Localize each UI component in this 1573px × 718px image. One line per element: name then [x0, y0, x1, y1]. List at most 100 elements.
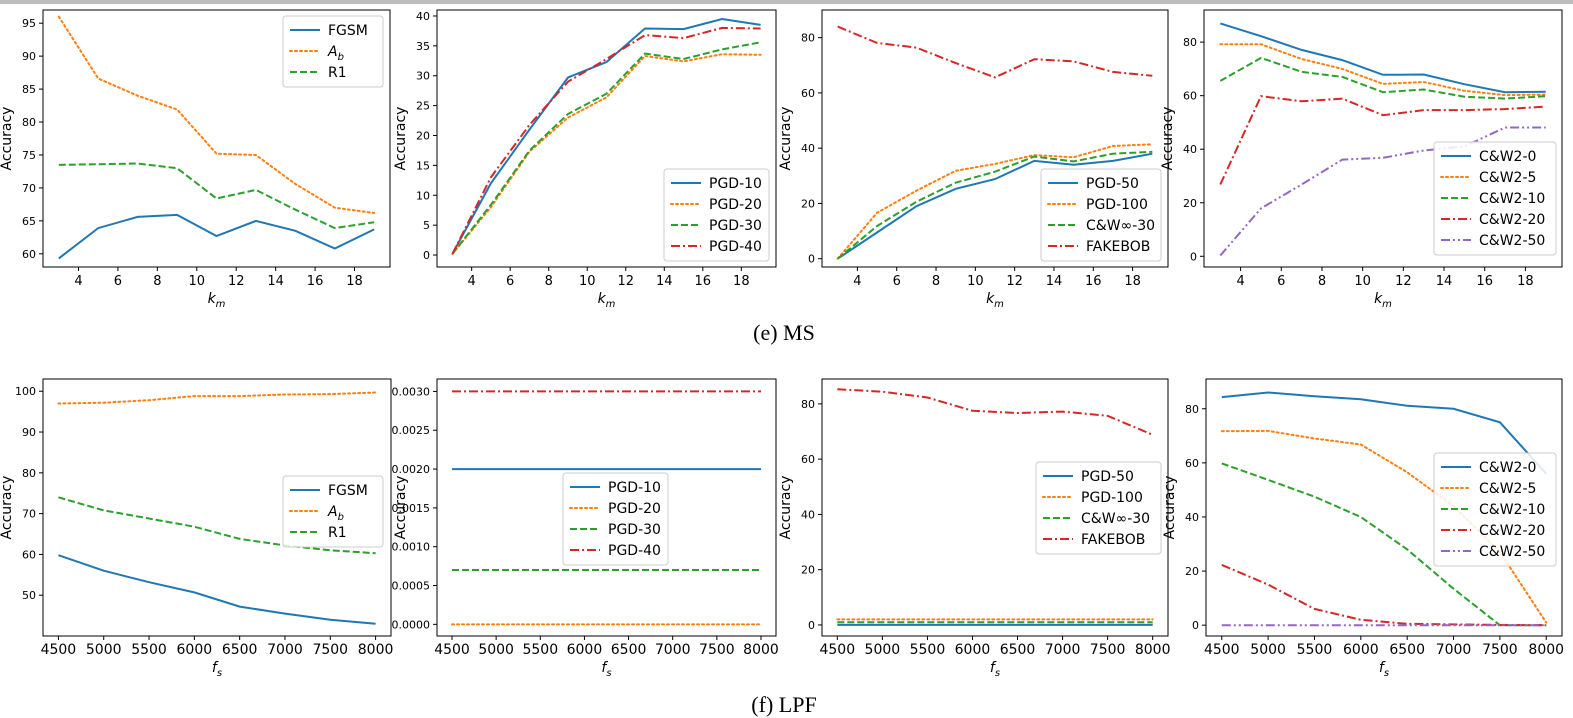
y-tick-label: 0.0010 [392, 541, 431, 554]
x-tick-label: 12 [1395, 274, 1412, 289]
x-tick-label: 16 [307, 274, 324, 289]
y-tick-label: 40 [801, 508, 815, 521]
x-tick-label: 8 [545, 274, 553, 289]
y-axis-label: Accuracy [1162, 476, 1178, 540]
y-axis-label: Accuracy [778, 476, 794, 540]
series-line-4-1 [1220, 22, 1546, 94]
legend-label: R1 [328, 65, 347, 81]
x-axis-label: km [1374, 291, 1392, 310]
legend-label: C&W∞-30 [1081, 511, 1150, 527]
series-line-1-2 [57, 15, 376, 214]
x-tick-label: 5500 [910, 642, 946, 658]
y-tick-label: 95 [22, 17, 36, 30]
legend-label: FGSM [328, 23, 368, 39]
y-tick-label: 75 [22, 149, 36, 162]
legend-label: PGD-40 [608, 543, 661, 559]
y-tick-label: 60 [22, 548, 36, 561]
y-tick-label: 0.0025 [392, 424, 431, 437]
y-axis-label: Accuracy [0, 476, 15, 540]
y-tick-label: 0 [423, 249, 430, 262]
y-tick-label: 100 [15, 385, 36, 398]
x-tick-label: 8000 [1135, 642, 1171, 658]
y-tick-label: 20 [416, 130, 430, 143]
x-tick-label: 10 [967, 274, 984, 289]
x-tick-label: 14 [656, 274, 673, 289]
x-tick-label: 7000 [1045, 642, 1081, 658]
series-line-4-3 [1219, 56, 1546, 100]
series-line-4-4 [1219, 95, 1546, 185]
y-tick-label: 0 [808, 253, 815, 266]
series-line-8-3 [1221, 462, 1547, 627]
y-tick-label: 60 [1185, 457, 1199, 470]
series-line-2-3 [451, 41, 761, 255]
chart-panel-3: 4 6 8 10 12 14 16 18 0 20 40 60 80 km Accuracy PGD-50 PG… [778, 9, 1169, 310]
series-line-5-1 [58, 554, 376, 625]
x-tick-label: 14 [1046, 274, 1063, 289]
x-tick-label: 5000 [865, 642, 901, 658]
legend-label: FGSM [328, 483, 368, 499]
x-tick-label: 7500 [699, 642, 735, 658]
y-tick-label: 90 [22, 50, 36, 63]
legend-label: C&W2-50 [1479, 233, 1545, 249]
legend-box [1035, 461, 1162, 555]
x-axis-label: fs [601, 660, 611, 679]
x-tick-label: 6000 [567, 642, 603, 658]
x-tick-label: 4500 [41, 642, 77, 658]
y-tick-label: 0.0005 [392, 580, 431, 593]
y-tick-label: 60 [801, 453, 815, 466]
x-tick-label: 6500 [1389, 642, 1425, 658]
y-tick-label: 65 [22, 215, 36, 228]
x-tick-label: 4 [468, 274, 476, 289]
series-line-2-4 [451, 26, 761, 255]
y-tick-label: 30 [416, 70, 430, 83]
y-tick-label: 60 [1183, 90, 1197, 103]
y-axis-label: Accuracy [393, 476, 409, 540]
x-tick-label: 18 [1517, 274, 1534, 289]
x-tick-label: 5000 [86, 642, 122, 658]
chart-panel-2: 4 6 8 10 12 14 16 18 0 5 10 15 20 25 30 35 40 km Accuracy P… [393, 9, 777, 310]
legend-label: R1 [328, 525, 347, 541]
legend-label: PGD-10 [608, 480, 661, 496]
series-line-4-5 [1219, 126, 1546, 257]
y-tick-label: 0 [1192, 619, 1199, 632]
y-tick-label: 20 [801, 564, 815, 577]
x-tick-label: 8 [153, 274, 161, 289]
y-tick-label: 35 [416, 40, 430, 53]
y-tick-label: 40 [1183, 143, 1197, 156]
y-tick-label: 85 [22, 83, 36, 96]
caption-lpf: (f) LPF [751, 692, 817, 717]
x-axis-label: km [208, 291, 226, 310]
x-tick-label: 6 [506, 274, 514, 289]
x-tick-label: 7000 [267, 642, 303, 658]
legend-box [1433, 452, 1557, 567]
x-tick-label: 7000 [1436, 642, 1472, 658]
y-tick-label: 0 [1190, 250, 1197, 263]
x-tick-label: 4500 [819, 642, 855, 658]
series-line-3-4 [837, 25, 1153, 79]
x-tick-label: 6 [893, 274, 901, 289]
x-tick-label: 18 [733, 274, 750, 289]
y-tick-label: 20 [1183, 197, 1197, 210]
x-tick-label: 5500 [1297, 642, 1333, 658]
y-axis-label: Accuracy [393, 107, 409, 171]
x-tick-label: 4 [74, 274, 82, 289]
legend-box [282, 475, 384, 548]
series-line-4-2 [1219, 43, 1547, 97]
caption-ms: (e) MS [753, 320, 815, 345]
chart-panel-6: 4500 5000 5500 6000 6500 7000 7500 8000 0.0000 0.… [392, 378, 779, 679]
plot-frame [42, 9, 391, 268]
x-tick-label: 8 [932, 274, 940, 289]
y-tick-label: 0.0000 [392, 618, 431, 631]
legend-label: PGD-20 [709, 197, 762, 213]
legend-label: C&W2-0 [1479, 149, 1536, 165]
x-tick-label: 4 [853, 274, 861, 289]
legend-label: Ab [327, 504, 344, 523]
y-tick-label: 70 [22, 182, 36, 195]
plot-frame [1205, 378, 1563, 637]
legend-label: FAKEBOB [1086, 239, 1150, 255]
legend-label: PGD-20 [608, 501, 661, 517]
x-tick-label: 4 [1236, 274, 1244, 289]
x-tick-label: 12 [617, 274, 634, 289]
series-line-8-1 [1221, 391, 1547, 475]
x-tick-label: 10 [1354, 274, 1371, 289]
